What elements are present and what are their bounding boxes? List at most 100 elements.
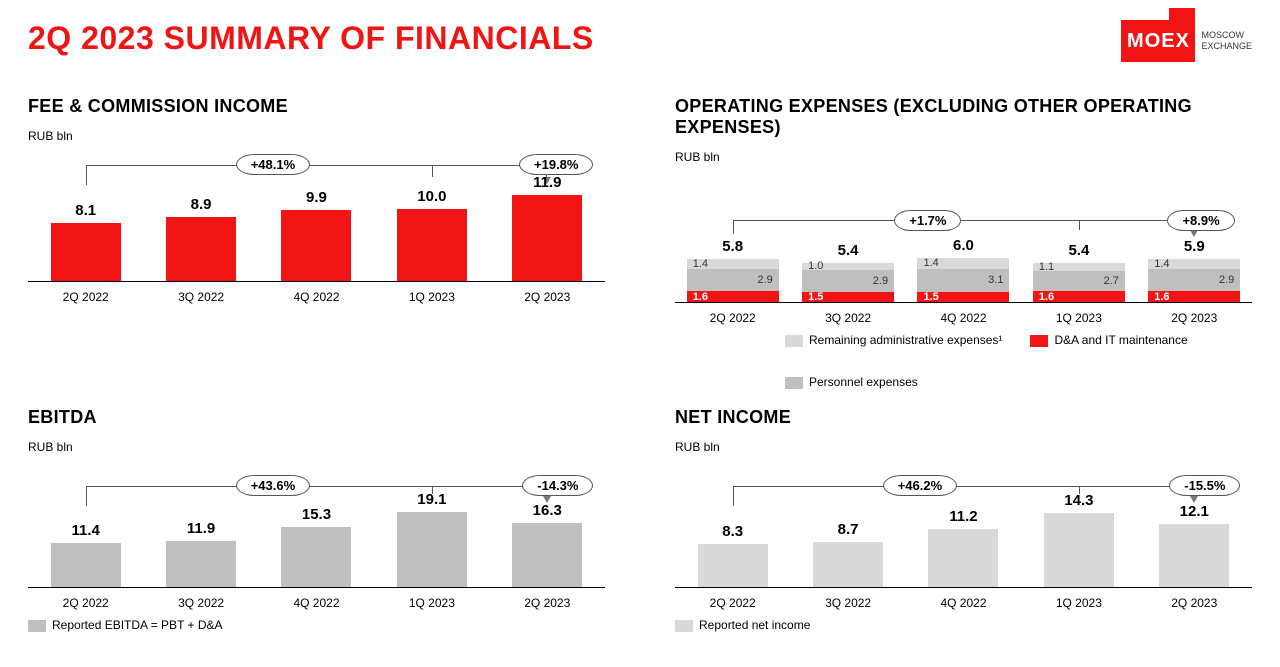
bar-value-label: 14.3 xyxy=(1064,492,1093,509)
bar xyxy=(397,209,467,282)
stack: 1.42.91.6 xyxy=(1148,259,1240,303)
legend-swatch xyxy=(1030,335,1048,347)
logo-brand: MOEX xyxy=(1121,20,1195,62)
x-category: 2Q 2022 xyxy=(28,596,143,610)
x-category: 2Q 2022 xyxy=(28,290,143,304)
x-category: 1Q 2023 xyxy=(1021,311,1136,325)
seg-value: 1.4 xyxy=(1154,258,1169,270)
legend-netincome: Reported net income xyxy=(675,618,1252,632)
panel-unit: RUB bln xyxy=(675,150,1252,164)
x-category: 1Q 2023 xyxy=(374,596,489,610)
bar-4Q-2022: 11.2 xyxy=(906,508,1021,588)
bar-1Q-2023: 19.1 xyxy=(374,491,489,588)
bar-total-label: 5.4 xyxy=(1068,242,1089,259)
seg-personnel: 2.9 xyxy=(1148,269,1240,291)
bar-2Q-2022: 8.3 xyxy=(675,523,790,588)
panel-title: EBITDA xyxy=(28,407,605,428)
bar xyxy=(166,217,236,282)
seg-personnel: 2.9 xyxy=(802,270,894,292)
x-category: 4Q 2022 xyxy=(906,596,1021,610)
bar-1Q-2023: 14.3 xyxy=(1021,492,1136,588)
panel-unit: RUB bln xyxy=(675,440,1252,454)
seg-remaining: 1.0 xyxy=(802,263,894,271)
x-category: 2Q 2023 xyxy=(1137,596,1252,610)
seg-personnel: 2.9 xyxy=(687,269,779,291)
bar-value-label: 9.9 xyxy=(306,189,327,206)
seg-value: 2.9 xyxy=(757,274,772,286)
bar xyxy=(1044,513,1114,588)
bar-value-label: 8.1 xyxy=(75,202,96,219)
chart-netincome: +46.2% -15.5% 8.38.711.214.312.1 2Q 2022… xyxy=(675,460,1252,610)
bar xyxy=(698,544,768,588)
bar-4Q-2022: 9.9 xyxy=(259,189,374,282)
stack: 1.43.11.5 xyxy=(917,258,1009,303)
bar-value-label: 8.3 xyxy=(722,523,743,540)
panel-title: FEE & COMMISSION INCOME xyxy=(28,96,605,117)
legend-opex: Remaining administrative expenses¹ D&A an… xyxy=(785,333,1252,389)
x-category: 2Q 2023 xyxy=(490,596,605,610)
bar xyxy=(397,512,467,588)
legend-swatch xyxy=(785,335,803,347)
legend-item-personnel: Personnel expenses xyxy=(785,375,918,389)
x-category: 4Q 2022 xyxy=(259,290,374,304)
bar-value-label: 11.9 xyxy=(533,174,561,191)
seg-value: 2.7 xyxy=(1104,275,1119,287)
legend-item-remaining: Remaining administrative expenses¹ xyxy=(785,333,1002,347)
bar-total-label: 5.8 xyxy=(722,238,743,255)
stacked-bar-3Q-2022: 5.4 1.02.91.5 xyxy=(790,242,905,304)
bar-value-label: 11.2 xyxy=(949,508,977,525)
x-category: 2Q 2023 xyxy=(1137,311,1252,325)
bar-total-label: 6.0 xyxy=(953,237,974,254)
legend-label: Reported EBITDA = PBT + D&A xyxy=(52,618,223,632)
bar-2Q-2023: 16.3 xyxy=(490,502,605,588)
bar xyxy=(512,195,582,282)
stack: 1.02.91.5 xyxy=(802,263,894,304)
logo-line-1: MOSCOW xyxy=(1201,30,1252,41)
logo-line-2: EXCHANGE xyxy=(1201,41,1252,52)
bar-2Q-2023: 12.1 xyxy=(1137,503,1252,588)
bar xyxy=(281,527,351,588)
bar-value-label: 16.3 xyxy=(533,502,562,519)
x-category: 1Q 2023 xyxy=(1021,596,1136,610)
bar xyxy=(813,542,883,588)
seg-value: 1.4 xyxy=(693,258,708,270)
bar xyxy=(928,529,998,588)
bar-4Q-2022: 15.3 xyxy=(259,506,374,588)
panel-ebitda: EBITDA RUB bln +43.6% -14.3% 11.411.915.… xyxy=(28,407,605,632)
bar-2Q-2023: 11.9 xyxy=(490,174,605,282)
bar-3Q-2022: 11.9 xyxy=(143,520,258,588)
x-category: 3Q 2022 xyxy=(790,311,905,325)
seg-remaining: 1.4 xyxy=(917,258,1009,269)
legend-label: Reported net income xyxy=(699,618,810,632)
panel-netincome: NET INCOME RUB bln +46.2% -15.5% 8.38.71… xyxy=(675,407,1252,632)
bar-value-label: 15.3 xyxy=(302,506,331,523)
seg-personnel: 2.7 xyxy=(1033,271,1125,291)
x-category: 3Q 2022 xyxy=(143,290,258,304)
panel-opex: OPERATING EXPENSES (EXCLUDING OTHER OPER… xyxy=(675,96,1252,389)
x-category: 2Q 2023 xyxy=(490,290,605,304)
chart-opex: +1.7% +8.9% 5.81.42.91.65.41.02.91.56.01… xyxy=(675,170,1252,325)
stack: 1.12.71.6 xyxy=(1033,263,1125,304)
bar-value-label: 8.9 xyxy=(191,196,212,213)
bar xyxy=(1159,524,1229,588)
seg-value: 3.1 xyxy=(988,274,1003,286)
panel-title: OPERATING EXPENSES (EXCLUDING OTHER OPER… xyxy=(675,96,1252,138)
legend-item-da_it: D&A and IT maintenance xyxy=(1030,333,1187,347)
seg-personnel: 3.1 xyxy=(917,269,1009,292)
bar-total-label: 5.4 xyxy=(838,242,859,259)
bar-2Q-2022: 8.1 xyxy=(28,202,143,282)
x-category: 3Q 2022 xyxy=(790,596,905,610)
bar-value-label: 12.1 xyxy=(1180,503,1209,520)
stacked-bar-2Q-2023: 5.91.42.91.6 xyxy=(1137,238,1252,303)
bar xyxy=(166,541,236,588)
bar-value-label: 11.4 xyxy=(72,522,100,539)
legend-label: D&A and IT maintenance xyxy=(1054,333,1187,347)
bar-3Q-2022: 8.7 xyxy=(790,521,905,588)
seg-remaining: 1.4 xyxy=(1148,259,1240,270)
panel-fee-commission: FEE & COMMISSION INCOME RUB bln +48.1% +… xyxy=(28,96,605,389)
x-category: 4Q 2022 xyxy=(906,311,1021,325)
bar-value-label: 19.1 xyxy=(417,491,446,508)
x-category: 1Q 2023 xyxy=(374,290,489,304)
bar xyxy=(512,523,582,588)
seg-value: 2.9 xyxy=(1219,274,1234,286)
